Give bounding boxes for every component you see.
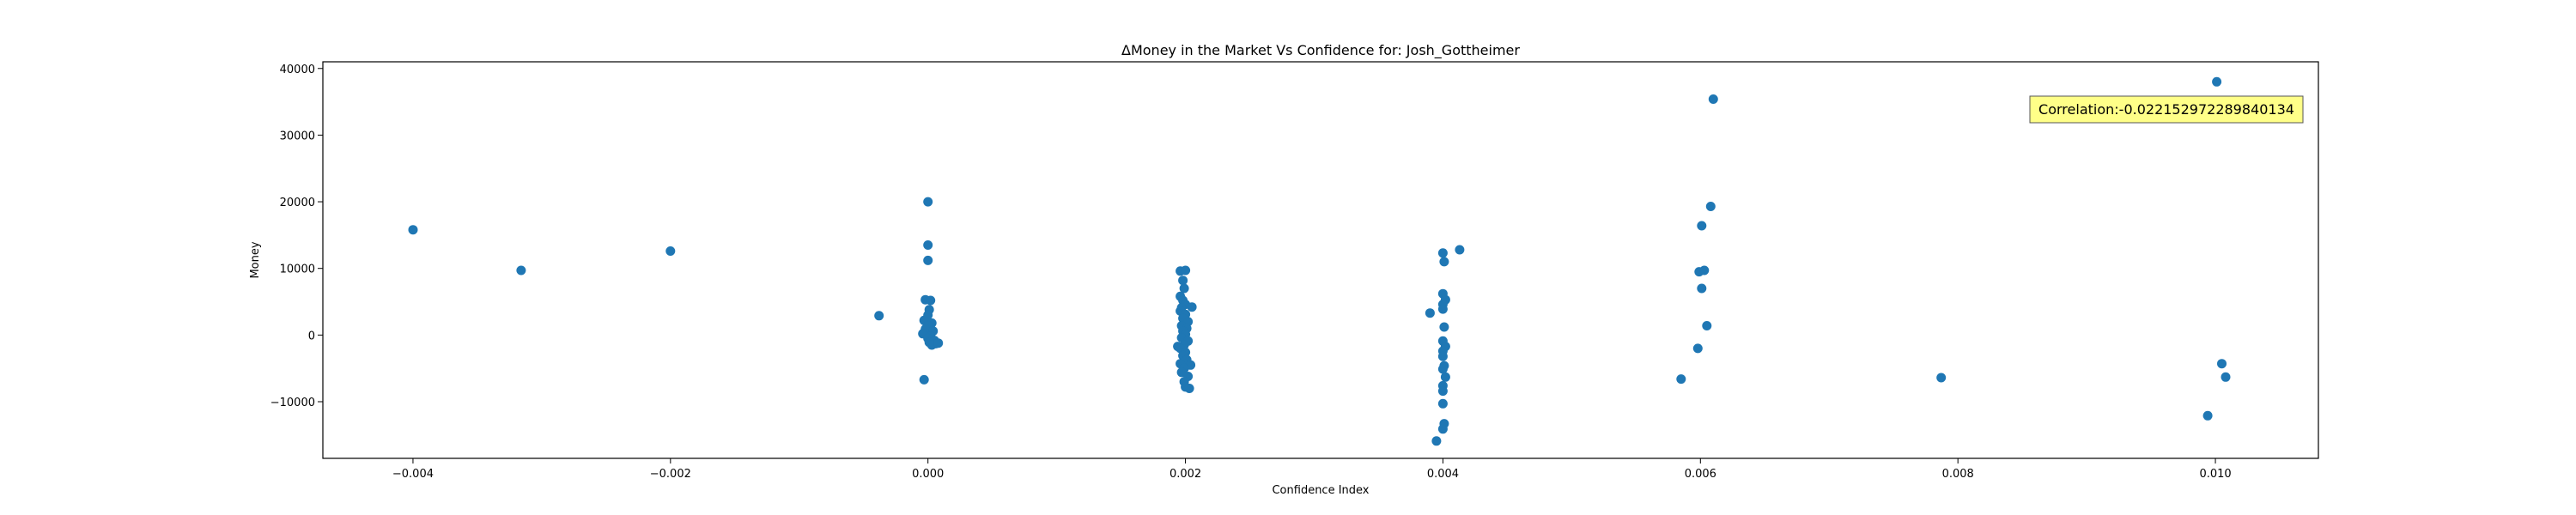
x-tick-label: 0.002 bbox=[1170, 468, 1201, 481]
data-point bbox=[1437, 386, 1448, 397]
data-points bbox=[408, 76, 2231, 446]
data-point bbox=[919, 374, 929, 385]
data-point bbox=[1179, 283, 1189, 294]
data-point bbox=[1702, 321, 1712, 330]
y-tick-label: 30000 bbox=[280, 130, 315, 142]
data-point bbox=[1708, 94, 1718, 104]
data-point bbox=[2217, 359, 2227, 369]
data-point bbox=[1455, 245, 1465, 255]
x-tick-label: −0.002 bbox=[650, 468, 691, 481]
data-point bbox=[516, 265, 526, 276]
y-tick-label: 40000 bbox=[280, 64, 315, 76]
data-point bbox=[1181, 265, 1191, 276]
data-point bbox=[1440, 372, 1450, 382]
x-tick-label: −0.004 bbox=[392, 468, 434, 481]
data-point bbox=[1437, 351, 1448, 361]
plot-frame bbox=[322, 61, 2319, 459]
data-point bbox=[1692, 343, 1703, 354]
data-point bbox=[1697, 283, 1707, 294]
correlation-text: Correlation:-0.022152972289840134 bbox=[2038, 101, 2294, 118]
data-point bbox=[1439, 257, 1449, 267]
data-point bbox=[1437, 398, 1448, 409]
data-point bbox=[1187, 302, 1197, 312]
data-point bbox=[933, 338, 944, 348]
data-point bbox=[1437, 364, 1448, 374]
data-point bbox=[1437, 424, 1448, 434]
data-point bbox=[1439, 322, 1449, 332]
data-point bbox=[1437, 248, 1448, 258]
correlation-box bbox=[2029, 95, 2304, 124]
data-point bbox=[1425, 308, 1435, 318]
data-point bbox=[408, 225, 418, 235]
data-point bbox=[1676, 374, 1686, 385]
data-point bbox=[2212, 76, 2222, 87]
x-tick-label: 0.010 bbox=[2199, 468, 2231, 481]
y-tick-label: 20000 bbox=[280, 197, 315, 209]
data-point bbox=[1699, 265, 1710, 276]
y-tick-label: 0 bbox=[308, 330, 315, 342]
data-point bbox=[665, 246, 676, 256]
data-point bbox=[1936, 373, 1947, 383]
data-point bbox=[923, 255, 933, 265]
x-axis-label: Confidence Index bbox=[1272, 484, 1369, 497]
y-tick-label: −10000 bbox=[270, 397, 315, 409]
x-tick-label: 0.000 bbox=[912, 468, 944, 481]
data-point bbox=[1697, 221, 1707, 231]
data-point bbox=[923, 197, 933, 207]
data-point bbox=[923, 240, 933, 250]
y-axis-label: Money bbox=[249, 241, 262, 278]
data-point bbox=[1178, 276, 1188, 286]
x-tick-label: 0.004 bbox=[1427, 468, 1459, 481]
y-tick-label: 10000 bbox=[280, 264, 315, 276]
data-point bbox=[2202, 410, 2213, 421]
data-point bbox=[1431, 436, 1442, 446]
data-point bbox=[1184, 384, 1194, 393]
axis-ticks: −0.004 −0.002 0.000 0.002 0.004 0.006 0.008 0.0… bbox=[270, 64, 2232, 481]
x-tick-label: 0.008 bbox=[1942, 468, 1974, 481]
data-point bbox=[2221, 372, 2231, 382]
data-point bbox=[1705, 202, 1716, 211]
data-point bbox=[926, 295, 936, 306]
x-tick-label: 0.006 bbox=[1685, 468, 1716, 481]
data-point bbox=[874, 311, 884, 321]
chart-title: ΔMoney in the Market Vs Confidence for: … bbox=[1121, 42, 1520, 59]
correlation-annotation: Correlation:-0.022152972289840134 bbox=[2029, 95, 2304, 124]
data-point bbox=[1437, 304, 1448, 314]
